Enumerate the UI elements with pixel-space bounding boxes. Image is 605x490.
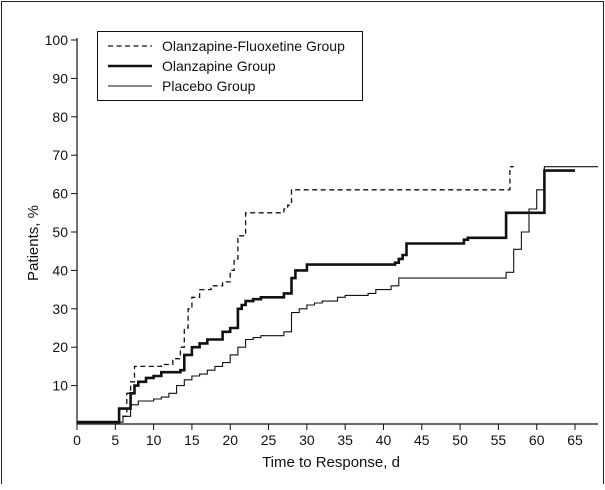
x-tick-label: 40 <box>376 432 392 448</box>
series-line-1 <box>77 166 514 423</box>
x-tick-label: 10 <box>146 432 162 448</box>
x-tick-label: 60 <box>529 432 545 448</box>
legend-label-1: Olanzapine-Fluoxetine Group <box>162 38 345 54</box>
x-tick-label: 15 <box>184 432 200 448</box>
x-tick-label: 55 <box>491 432 507 448</box>
y-tick-label: 50 <box>52 224 68 240</box>
legend-label-2: Olanzapine Group <box>162 58 276 74</box>
x-tick-label: 30 <box>299 432 315 448</box>
y-tick-label: 40 <box>52 262 68 278</box>
y-tick-label: 10 <box>52 378 68 394</box>
y-tick-label: 20 <box>52 339 68 355</box>
x-tick-label: 20 <box>222 432 238 448</box>
x-tick-label: 45 <box>414 432 430 448</box>
y-tick-label: 60 <box>52 186 68 202</box>
x-tick-label: 0 <box>73 432 81 448</box>
x-tick-label: 65 <box>567 432 583 448</box>
y-tick-label: 100 <box>45 32 69 48</box>
y-axis-label: Patients, % <box>25 205 42 281</box>
x-tick-label: 50 <box>452 432 468 448</box>
y-tick-label: 90 <box>52 70 68 86</box>
series-line-2 <box>77 169 575 424</box>
legend-label-3: Placebo Group <box>162 78 256 94</box>
x-tick-label: 35 <box>337 432 353 448</box>
x-tick-label: 25 <box>261 432 277 448</box>
y-tick-label: 70 <box>52 147 68 163</box>
x-axis-label: Time to Response, d <box>262 454 400 471</box>
y-tick-label: 30 <box>52 301 68 317</box>
series-line-3 <box>77 166 598 423</box>
x-tick-label: 5 <box>111 432 119 448</box>
y-tick-label: 80 <box>52 109 68 125</box>
